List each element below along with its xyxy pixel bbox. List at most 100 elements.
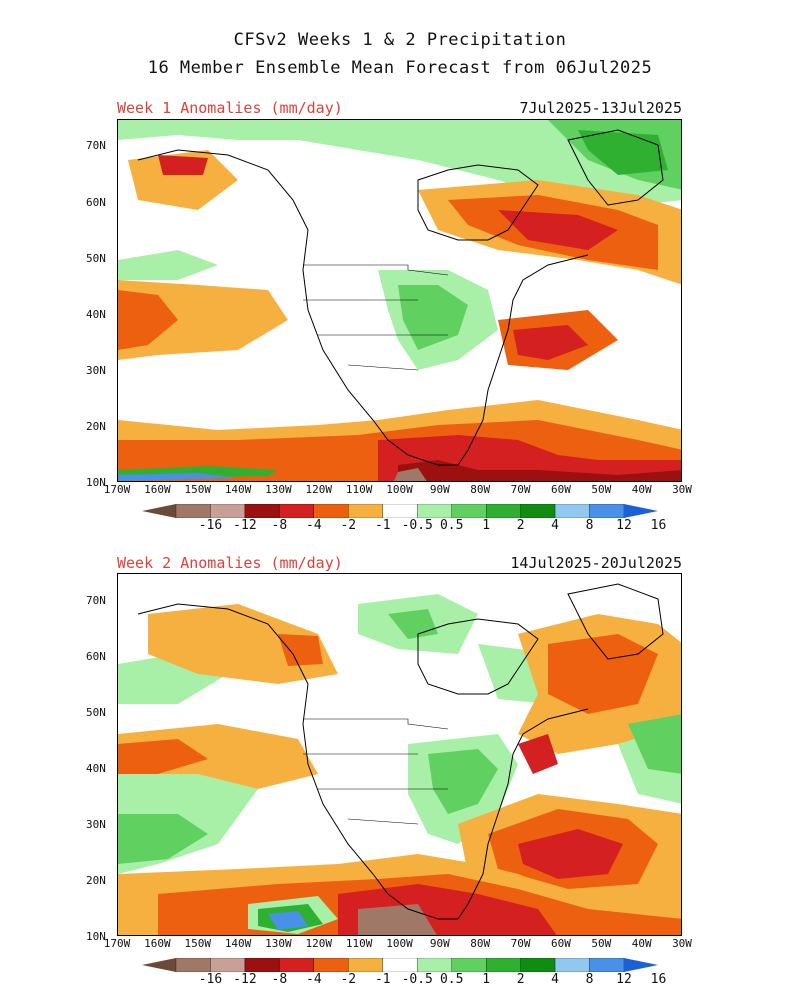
colorbar-label: 0.5: [439, 972, 464, 987]
lon-tick: 30W: [672, 483, 692, 496]
colorbar-swatch: [486, 957, 521, 973]
lon-tick: 80W: [470, 937, 491, 950]
week2-label: Week 2 Anomalies (mm/day): [117, 554, 343, 572]
lon-tick: 160W: [144, 937, 171, 950]
colorbar-swatch: [210, 957, 246, 973]
colorbar-label: 1: [482, 972, 491, 987]
lat-tick: 40N: [86, 308, 106, 321]
colorbar-label: -12: [233, 972, 257, 987]
lat-tick: 30N: [86, 364, 106, 377]
lon-tick: 60W: [550, 937, 571, 950]
colorbar-week1: -16 -12 -8 -4 -2 -1 -0.5 0.5 1 2 4 8 12 16: [142, 503, 666, 533]
lon-tick: 140W: [224, 483, 252, 496]
colorbar-label: 4: [551, 518, 559, 533]
colorbar-swatch: [244, 957, 280, 973]
lat-tick: 60N: [86, 650, 106, 663]
colorbar-label: -1: [374, 518, 391, 533]
colorbar-swatch: [520, 503, 556, 519]
lat-tick: 40N: [86, 762, 106, 775]
colorbar-swatch: [313, 957, 349, 973]
lat-tick: 10N: [86, 476, 106, 489]
lon-tick: 110W: [345, 483, 373, 496]
lon-tick: 40W: [631, 937, 652, 950]
week2-map: [117, 573, 682, 936]
colorbar-swatches: [142, 957, 658, 973]
lon-tick: 60W: [550, 483, 571, 496]
lon-tick: 170W: [103, 483, 131, 496]
lon-tick: 30W: [672, 937, 692, 950]
lon-tick: 130W: [265, 937, 292, 950]
lon-tick: 130W: [265, 483, 292, 496]
lat-tick: 20N: [86, 420, 106, 433]
colorbar-swatch: [624, 958, 658, 972]
colorbar-swatch: [313, 503, 349, 519]
colorbar-label: 16: [650, 518, 667, 533]
colorbar-label: 0.5: [439, 518, 464, 533]
colorbar-swatch: [142, 958, 176, 972]
colorbar-label: -12: [233, 518, 257, 533]
lat-tick: 70N: [86, 139, 106, 152]
figure-title-line1: CFSv2 Weeks 1 & 2 Precipitation: [233, 30, 567, 50]
colorbar-label: 12: [616, 518, 632, 533]
lon-tick: 160W: [144, 483, 171, 496]
colorbar-label: -16: [198, 972, 223, 987]
lon-tick: 120W: [305, 483, 333, 496]
colorbar-swatch: [348, 957, 383, 973]
colorbar-week2: -16 -12 -8 -4 -2 -1 -0.5 0.5 1 2 4 8 12 16: [142, 957, 666, 987]
colorbar-swatch: [589, 503, 625, 519]
colorbar-swatch: [554, 503, 590, 519]
colorbar-label: -0.5: [401, 518, 433, 533]
colorbar-swatch: [244, 503, 280, 519]
lon-tick: 80W: [470, 483, 491, 496]
colorbar-swatches: [142, 503, 658, 519]
lon-tick: 70W: [510, 483, 531, 496]
lon-tick: 140W: [224, 937, 252, 950]
colorbar-swatch: [554, 957, 590, 973]
colorbar-label: -8: [271, 518, 288, 533]
lon-tick: 70W: [510, 937, 531, 950]
figure-title-line2: 16 Member Ensemble Mean Forecast from 06…: [147, 58, 653, 78]
colorbar-label: 16: [650, 972, 667, 987]
colorbar-swatch: [175, 503, 211, 519]
week1-label: Week 1 Anomalies (mm/day): [117, 99, 343, 117]
colorbar-label: 12: [616, 972, 632, 987]
colorbar-label: 4: [551, 972, 559, 987]
lat-tick: 30N: [86, 818, 106, 831]
colorbar-label: -0.5: [401, 972, 433, 987]
colorbar-swatch: [382, 957, 418, 973]
lat-tick: 70N: [86, 594, 106, 607]
lon-tick: 90W: [429, 483, 450, 496]
colorbar-swatch: [451, 503, 487, 519]
lon-tick: 170W: [103, 937, 131, 950]
week1-map: [117, 119, 682, 482]
colorbar-swatch: [348, 503, 383, 519]
colorbar-swatch: [142, 504, 176, 518]
colorbar-label: -2: [340, 518, 357, 533]
colorbar-label: -4: [306, 972, 322, 987]
lon-tick: 90W: [429, 937, 450, 950]
colorbar-swatch: [624, 504, 658, 518]
colorbar-swatch: [210, 503, 246, 519]
lon-tick: 110W: [345, 937, 373, 950]
colorbar-swatch: [175, 957, 211, 973]
colorbar-label: 2: [516, 972, 525, 987]
colorbar-label: 2: [516, 518, 525, 533]
lon-tick: 100W: [386, 483, 413, 496]
colorbar-swatch: [382, 503, 418, 519]
lat-tick: 20N: [86, 874, 106, 887]
lon-tick: 150W: [184, 937, 211, 950]
week1-dates: 7Jul2025-13Jul2025: [519, 99, 682, 117]
colorbar-swatch: [486, 503, 521, 519]
colorbar-swatch: [589, 957, 625, 973]
colorbar-swatch: [520, 957, 556, 973]
lon-tick: 120W: [305, 937, 333, 950]
colorbar-swatch: [417, 503, 452, 519]
colorbar-label: -16: [198, 518, 223, 533]
colorbar-label: 8: [585, 518, 594, 533]
lon-tick: 40W: [631, 483, 652, 496]
colorbar-swatch: [417, 957, 452, 973]
lat-tick: 10N: [86, 930, 106, 943]
lat-tick: 50N: [86, 252, 106, 265]
lon-tick: 100W: [386, 937, 413, 950]
lat-tick: 50N: [86, 706, 106, 719]
